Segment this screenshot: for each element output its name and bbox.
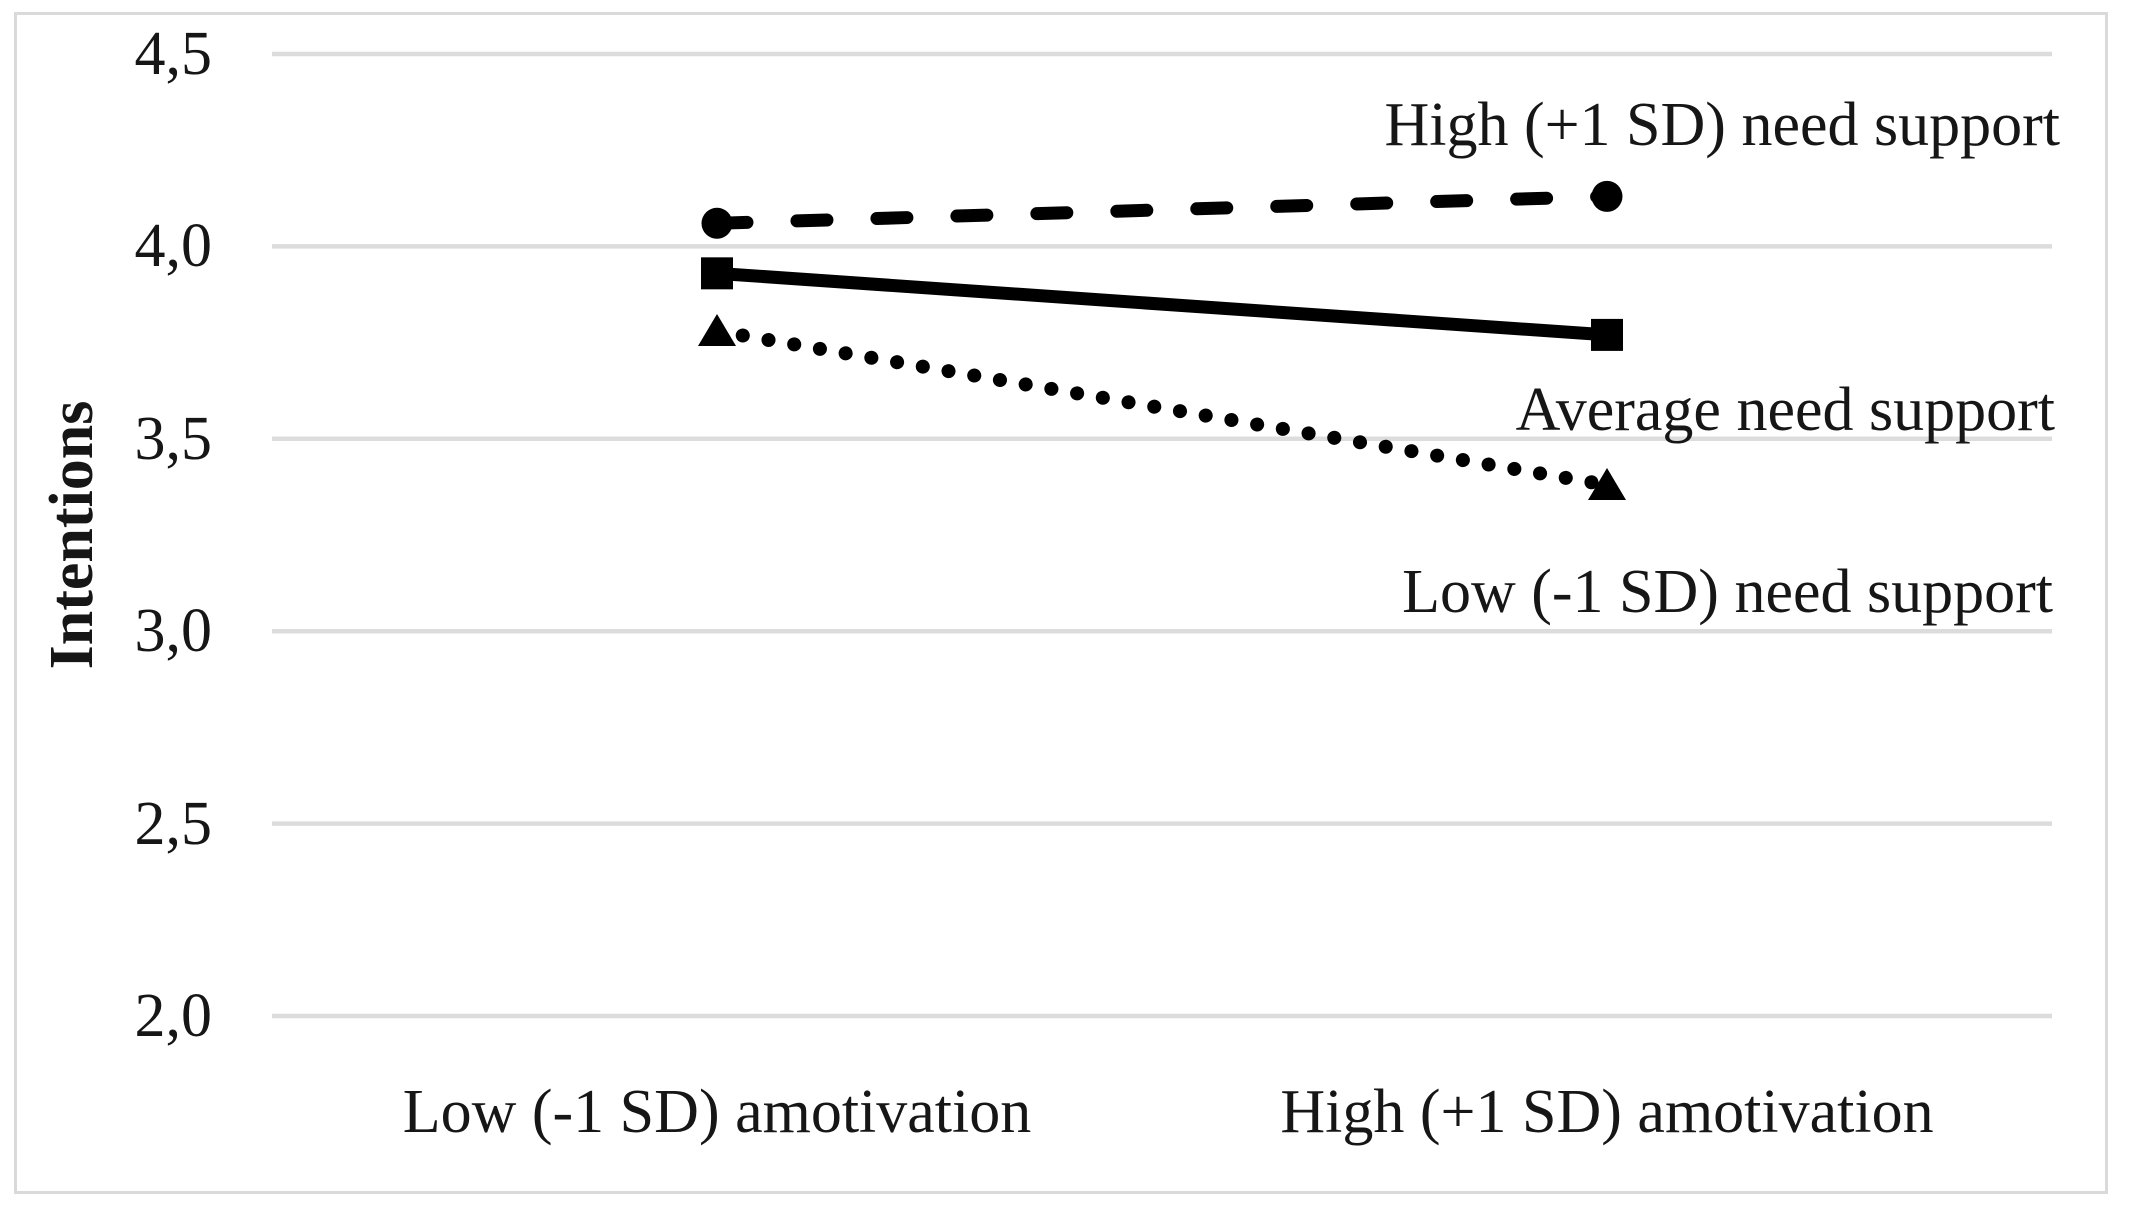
circle-marker [1591, 180, 1623, 212]
triangle-marker [698, 314, 736, 347]
series-line-dotted [710, 324, 1614, 492]
y-tick-label-4-5: 4,5 [134, 20, 213, 88]
series-line-solid [716, 266, 1608, 342]
triangle-marker [1588, 467, 1626, 500]
y-tick-label-3-0: 3,0 [134, 597, 213, 666]
series-label-high-need-support: High (+1 SD) need support [1384, 91, 2060, 160]
y-tick-label-4-0: 4,0 [134, 212, 213, 281]
y-tick-label-3-5: 3,5 [134, 404, 213, 473]
series-line-dashed [710, 189, 1614, 230]
square-marker [1591, 318, 1623, 351]
x-category-label-low-amotivation: Low (-1 SD) amotivation [402, 1078, 1032, 1146]
square-marker [701, 257, 733, 290]
y-tick-label-2-0: 2,0 [134, 982, 213, 1050]
series-label-low-need-support: Low (-1 SD) need support [1402, 557, 2053, 626]
circle-marker [701, 207, 733, 239]
series-label-average-need-support: Average need support [1515, 375, 2055, 444]
y-tick-label-2-5: 2,5 [134, 789, 213, 858]
x-category-label-high-amotivation: High (+1 SD) amotivation [1280, 1078, 1934, 1146]
